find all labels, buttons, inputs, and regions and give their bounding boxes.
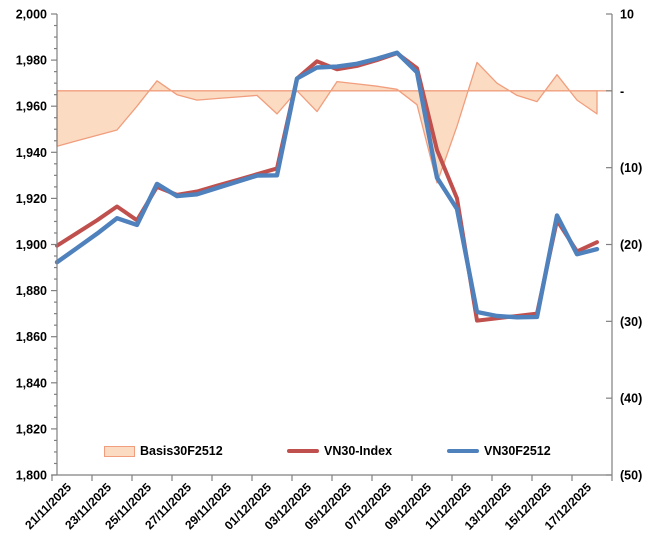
right-axis-label: (30) bbox=[620, 315, 642, 329]
line-series-vn30f2512 bbox=[54, 50, 600, 320]
right-axis-label: (10) bbox=[620, 161, 642, 175]
left-axis-label: 1,800 bbox=[16, 469, 47, 483]
left-axis: 2,000 1,980 1,960 1,940 1,920 1,900 1,880 1,860… bbox=[16, 8, 58, 483]
left-axis-label: 1,960 bbox=[16, 100, 47, 114]
left-axis-label: 1,880 bbox=[16, 284, 47, 298]
right-axis: 10 - (10) (20) (30) (40) (50) bbox=[606, 8, 642, 483]
left-axis-label: 1,840 bbox=[16, 376, 47, 390]
x-axis: 21/11/202523/11/202525/11/202527/11/2025… bbox=[22, 474, 613, 533]
left-axis-label: 1,860 bbox=[16, 330, 47, 344]
left-axis-label: 1,820 bbox=[16, 422, 47, 436]
left-axis-label: 1,920 bbox=[16, 192, 47, 206]
right-axis-label: - bbox=[620, 84, 624, 98]
left-axis-label: 2,000 bbox=[16, 8, 47, 22]
left-axis-label: 1,900 bbox=[16, 238, 47, 252]
right-axis-label: (50) bbox=[620, 469, 642, 483]
left-axis-label: 1,980 bbox=[16, 54, 47, 68]
left-axis-label: 1,940 bbox=[16, 146, 47, 160]
area-series-basis30f2512 bbox=[56, 61, 612, 184]
right-axis-label: (40) bbox=[620, 392, 642, 406]
right-axis-label: 10 bbox=[620, 8, 634, 22]
right-axis-label: (20) bbox=[620, 238, 642, 252]
